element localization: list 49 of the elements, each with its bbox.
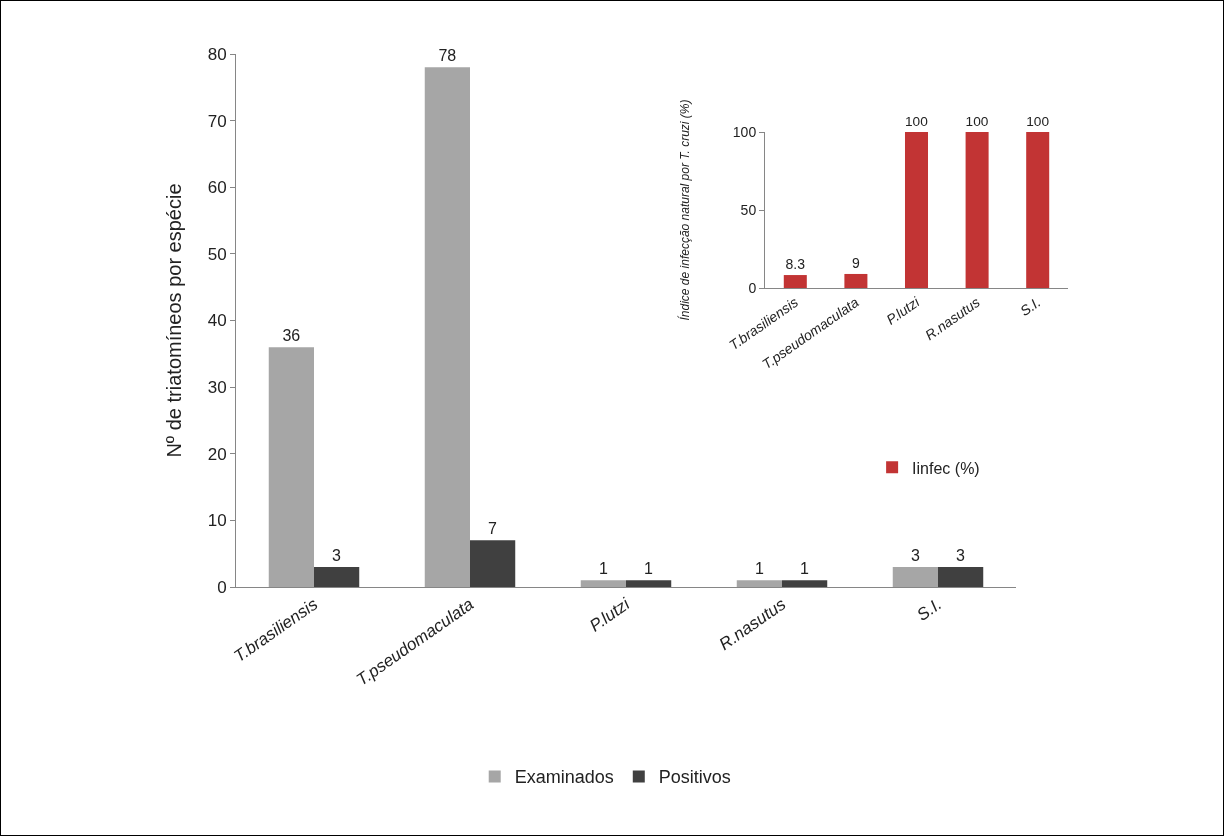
- y-tick-label: 70: [207, 111, 227, 131]
- y-tick-label: 30: [207, 378, 227, 398]
- data-label: 9: [851, 254, 860, 271]
- data-label: 8.3: [785, 256, 806, 273]
- legend-label: Examinados: [514, 767, 614, 788]
- y-tick-label: 40: [207, 311, 227, 331]
- legend-label: Positivos: [658, 767, 731, 788]
- data-label: 100: [1026, 114, 1050, 130]
- x-tick-label: S.I.: [913, 594, 946, 625]
- y-axis-title: Nº de triatomíneos por espécie: [163, 183, 186, 458]
- data-label: 3: [332, 547, 342, 565]
- bar: [904, 132, 929, 288]
- y-tick-label: 0: [217, 577, 227, 597]
- bar: [470, 540, 516, 587]
- bar: [844, 273, 868, 288]
- bar: [314, 567, 360, 587]
- y-tick-label: 50: [740, 201, 757, 218]
- bar: [424, 67, 470, 587]
- data-label: 100: [905, 114, 929, 130]
- bar: [783, 275, 807, 288]
- data-label: 7: [488, 520, 498, 538]
- x-tick-label: S.I.: [1017, 293, 1044, 320]
- bar: [1026, 132, 1050, 288]
- data-label: 3: [956, 547, 966, 565]
- bar: [782, 580, 828, 587]
- data-label: 36: [282, 327, 301, 345]
- bar: [736, 580, 782, 587]
- bar: [892, 567, 938, 587]
- y-axis-title: Índice de infecção natural por T. cruzi (%): [677, 99, 693, 321]
- data-label: 100: [965, 114, 989, 130]
- bar: [580, 580, 626, 587]
- y-tick-label: 100: [732, 123, 757, 140]
- data-label: 1: [644, 560, 654, 578]
- data-label: 78: [438, 47, 457, 65]
- data-label: 1: [598, 560, 608, 578]
- data-label: 1: [800, 560, 810, 578]
- y-tick-label: 0: [748, 279, 757, 296]
- legend-label: Iinfec (%): [912, 459, 980, 477]
- data-label: 3: [910, 547, 920, 565]
- bar: [938, 567, 984, 587]
- y-tick-label: 80: [207, 44, 227, 64]
- y-tick-label: 60: [207, 178, 227, 198]
- data-label: 1: [754, 560, 764, 578]
- y-tick-label: 10: [207, 511, 227, 531]
- bar: [268, 347, 314, 587]
- y-tick-label: 20: [207, 444, 227, 464]
- bar: [626, 580, 672, 587]
- bar: [965, 132, 989, 288]
- y-tick-label: 50: [207, 244, 227, 264]
